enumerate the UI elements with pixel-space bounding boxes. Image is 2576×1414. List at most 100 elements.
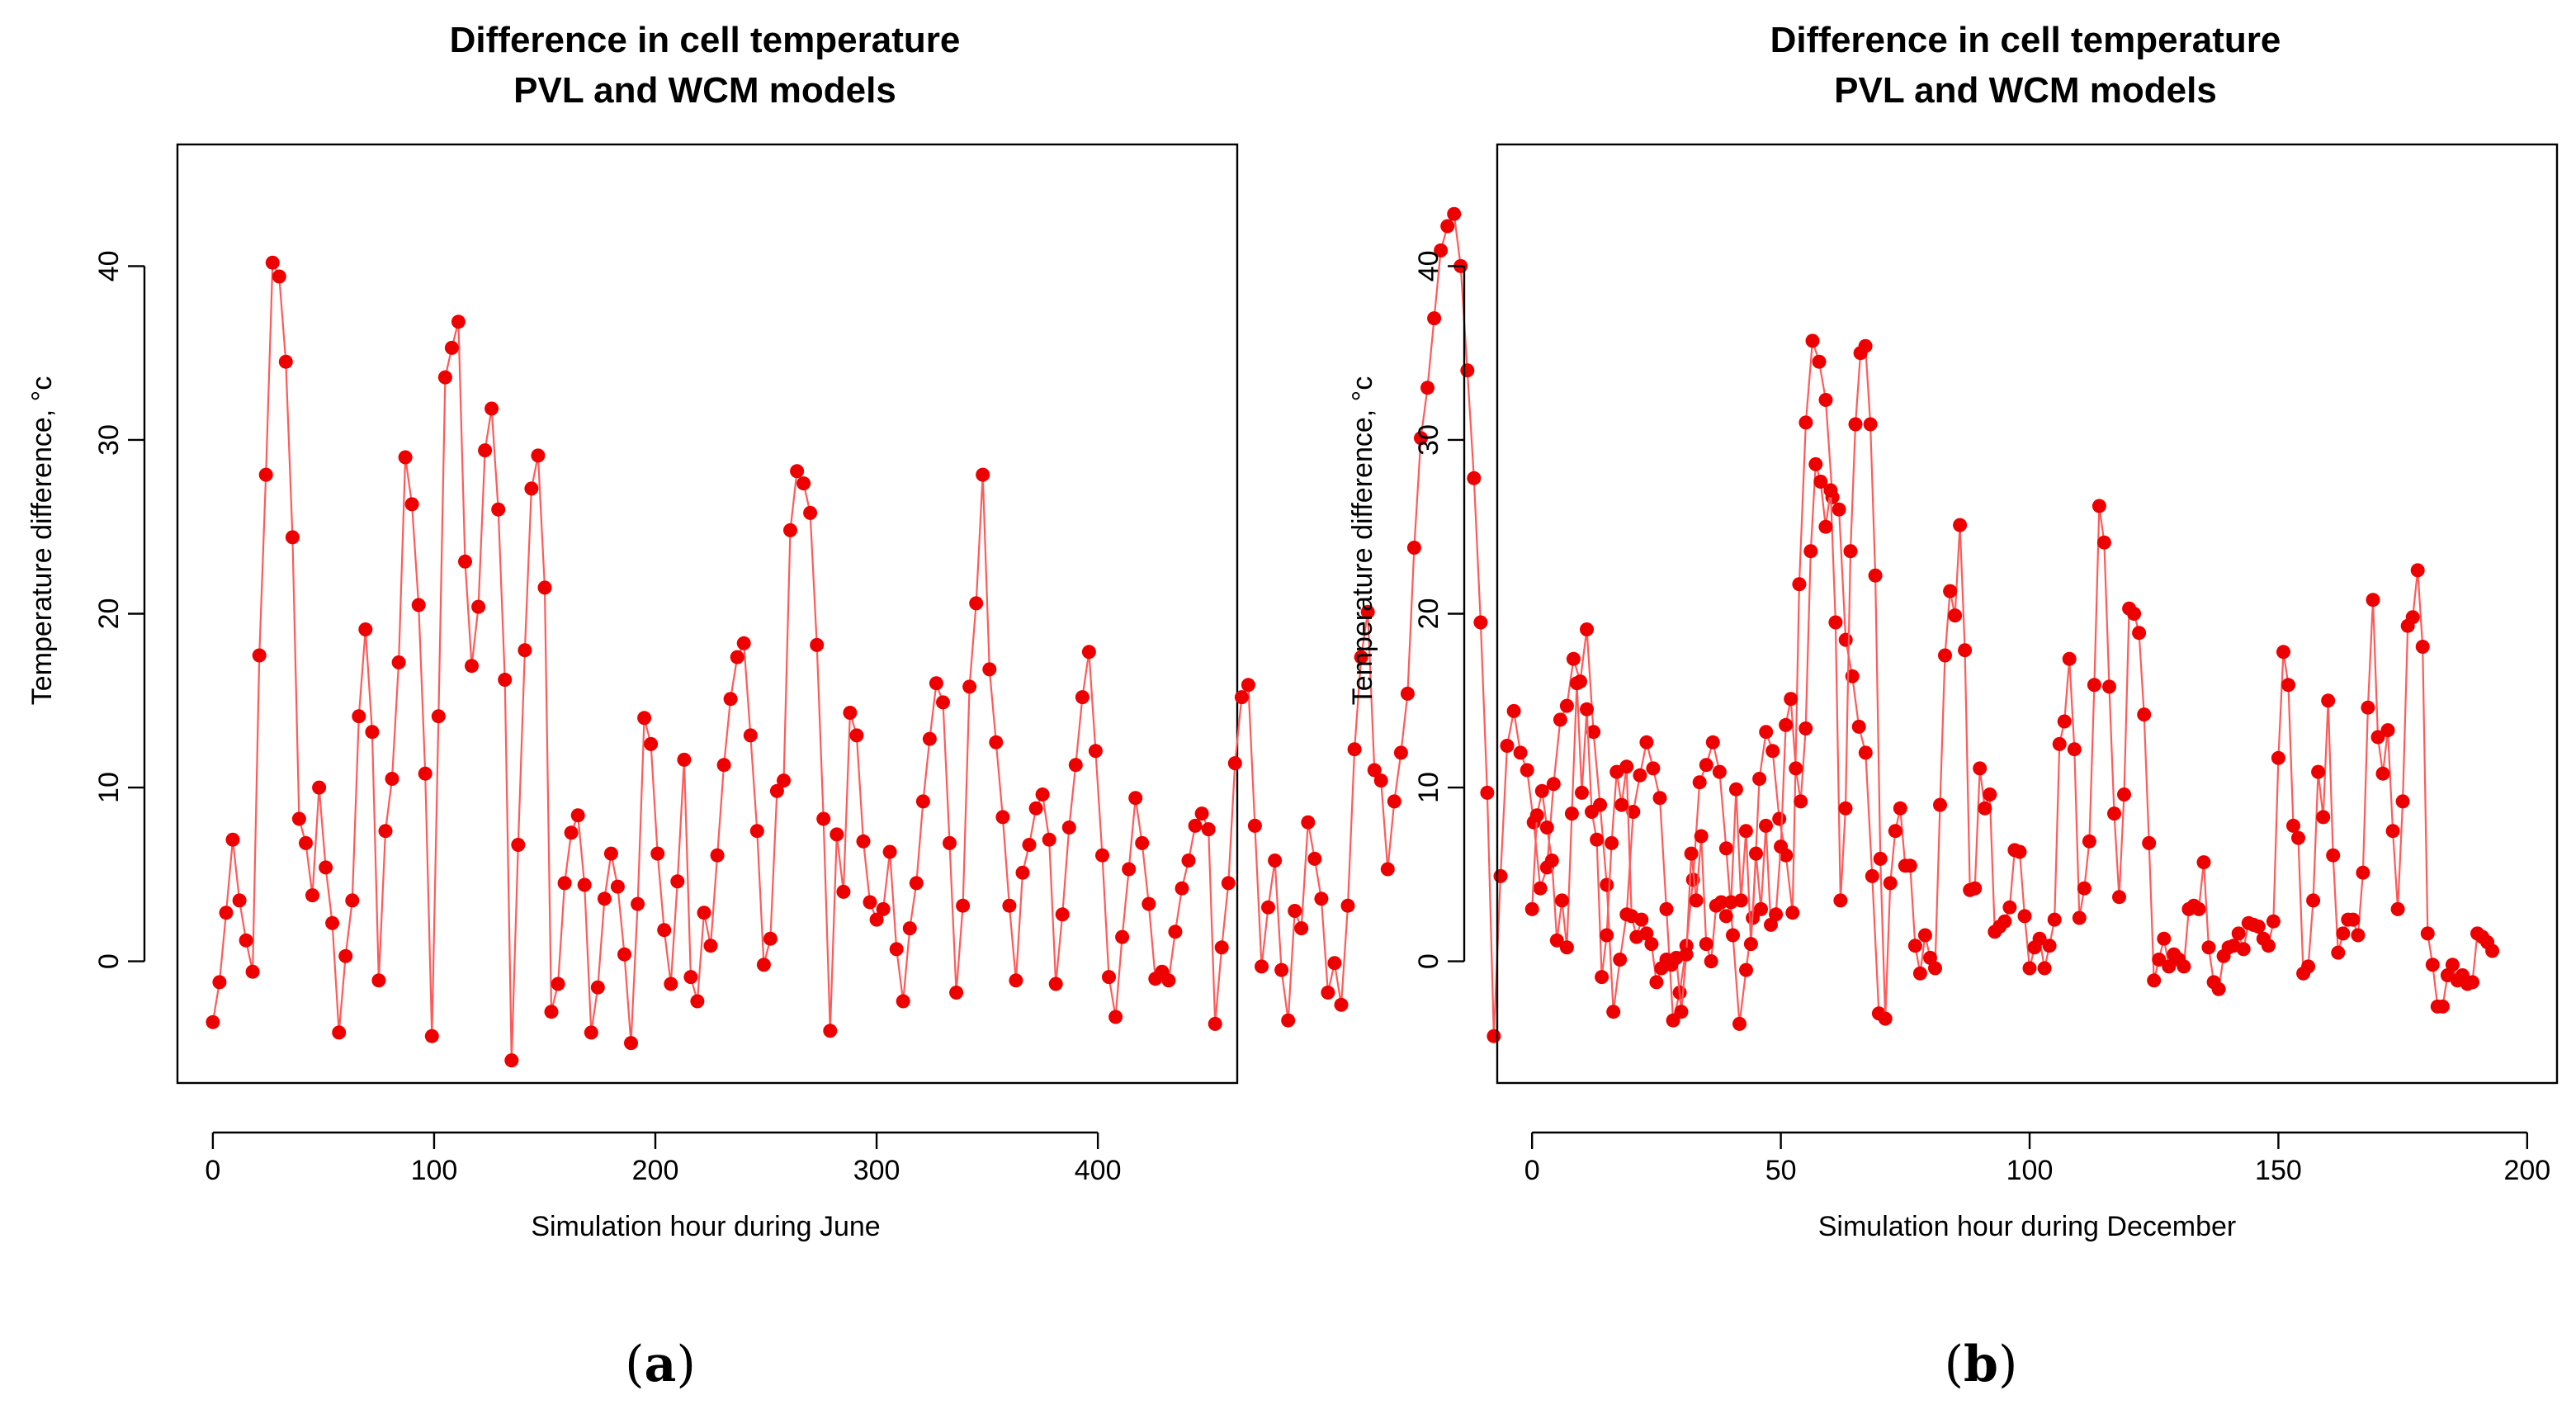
chart-a-y-tick-label: 10 — [93, 772, 125, 803]
chart-a-x-tick-label: 200 — [632, 1155, 679, 1186]
chart-a-point — [1460, 363, 1475, 378]
chart-b-point — [1902, 858, 1917, 873]
chart-b-y-axis: 0 10 20 30 40 — [1413, 250, 1466, 969]
chart-b-point — [2261, 939, 2276, 953]
chart-b-point — [1858, 338, 1873, 353]
chart-a-point — [869, 912, 884, 927]
chart-a-point — [1373, 773, 1388, 788]
chart-a-point — [882, 844, 897, 859]
chart-b-point — [1689, 893, 1704, 908]
chart-a-point — [291, 811, 306, 826]
chart-b-point — [2147, 973, 2162, 988]
chart-b-x-tick-label: 100 — [2006, 1155, 2054, 1186]
chart-b-point — [2017, 909, 2032, 924]
chart-a-point — [1639, 735, 1654, 750]
chart-a-point — [465, 659, 479, 674]
chart-a-point — [1241, 678, 1255, 693]
chart-a-point — [272, 269, 286, 284]
chart-a-point — [1048, 977, 1063, 991]
chart-a-point — [683, 970, 698, 985]
chart-a-point — [1493, 868, 1508, 883]
chart-a-point — [830, 827, 844, 842]
chart-a-point — [1108, 1010, 1123, 1024]
chart-b-point — [1818, 519, 1833, 534]
chart-a-point — [909, 876, 924, 891]
chart-a-point — [557, 876, 572, 891]
chart-a-point — [790, 464, 805, 479]
chart-a-point — [1520, 763, 1534, 778]
chart-a-point — [524, 481, 539, 496]
chart-a-title-line2: PVL and WCM models — [513, 70, 896, 111]
chart-a-series-line — [211, 210, 1880, 1061]
chart-a-point — [969, 596, 984, 611]
chart-a-point — [1586, 725, 1601, 740]
chart-a-point — [1420, 381, 1435, 395]
chart-b-title-line1: Difference in cell temperature — [1770, 20, 2281, 60]
chart-a-point — [1705, 735, 1720, 750]
chart-b-point — [2177, 959, 2191, 974]
chart-b-point — [1764, 917, 1778, 932]
chart-b-series-points — [1524, 338, 2500, 1026]
chart-b-point — [1888, 824, 1902, 839]
chart-b-point — [2191, 901, 2206, 916]
chart-a-point — [1288, 904, 1302, 918]
chart-a-point — [1732, 1016, 1746, 1031]
chart-a-point — [531, 448, 546, 463]
chart-a-point — [1553, 712, 1567, 727]
chart-b-point — [2032, 931, 2047, 946]
chart-a-point — [371, 973, 386, 988]
chart-b-point — [2415, 640, 2430, 654]
chart-b-point — [2326, 848, 2341, 863]
chart-a-point — [929, 676, 943, 691]
chart-a-point — [796, 476, 811, 491]
chart-a-point — [922, 731, 937, 746]
chart-b-x-tick-label: 50 — [1765, 1155, 1797, 1186]
chart-a-point — [657, 923, 672, 938]
chart-a-point — [1367, 763, 1382, 778]
chart-a-point — [1400, 686, 1415, 701]
chart-b-x-tick-label: 150 — [2255, 1155, 2302, 1186]
chart-b-x-tick-label: 0 — [1524, 1155, 1540, 1186]
chart-a-point — [1201, 822, 1216, 837]
chart-b-point — [1828, 615, 1843, 630]
chart-b-point — [2321, 693, 2336, 708]
chart-a-xlabel: Simulation hour during June — [531, 1211, 880, 1242]
chart-a-point — [1221, 876, 1236, 891]
chart-b-point — [2196, 855, 2211, 870]
chart-b-point — [1978, 801, 1992, 816]
chart-a-point — [710, 848, 725, 863]
chart-a-point — [1440, 219, 1455, 234]
chart-a-ylabel: Temperature difference, °c — [26, 376, 58, 706]
chart-b-point — [2311, 764, 2326, 779]
chart-a-point — [1414, 431, 1428, 446]
chart-a-point — [836, 884, 851, 899]
chart-a-point — [1559, 698, 1574, 713]
chart-b-point — [1868, 568, 1883, 583]
chart-a-point — [338, 948, 353, 963]
chart-a-point — [1095, 848, 1109, 863]
chart-b-point — [2062, 651, 2077, 666]
chart-a-point — [544, 1005, 559, 1019]
chart-a-point — [391, 655, 406, 669]
chart-a-point — [1002, 898, 1017, 913]
chart-b-point — [1873, 851, 1888, 866]
chart-b-ylabel: Temperature difference, °c — [1347, 376, 1378, 706]
chart-a-point — [650, 846, 665, 861]
chart-a-point — [325, 915, 340, 930]
chart-a-point — [1307, 851, 1322, 866]
chart-b-point — [1997, 914, 2012, 929]
chart-b-point — [2385, 824, 2400, 839]
chart-b-point — [2410, 563, 2425, 578]
chart-b-point — [1958, 643, 1973, 658]
chart-a-point — [232, 893, 247, 908]
chart-a-point — [716, 758, 731, 773]
chart-a-point — [1255, 959, 1269, 974]
chart-a-point — [1865, 868, 1879, 883]
chart-b-point — [1833, 893, 1848, 908]
chart-a-point — [863, 895, 877, 910]
chart-a-point — [332, 1025, 347, 1040]
chart-a-point — [956, 898, 971, 913]
chart-a-point — [1785, 906, 1800, 920]
chart-a-point — [803, 505, 818, 520]
chart-a-point — [1765, 744, 1780, 759]
